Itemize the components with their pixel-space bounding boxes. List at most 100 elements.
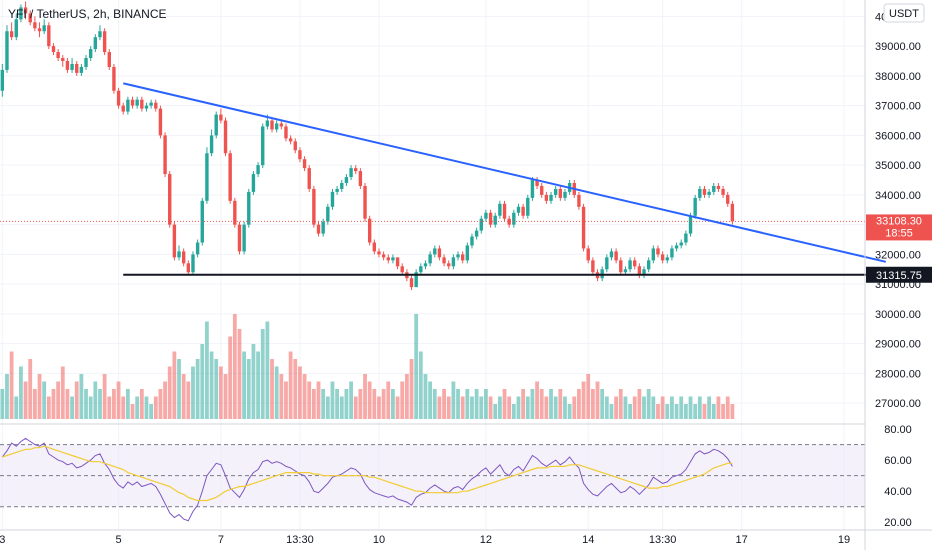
volume-bar (484, 389, 488, 419)
volume-bar (502, 389, 507, 419)
volume-bar (460, 396, 465, 419)
current-price-label: 33108.30 18:55 (866, 214, 932, 241)
candle-body (344, 177, 349, 183)
volume-bar (418, 351, 423, 419)
candle-body (386, 257, 390, 261)
candle-body (144, 105, 149, 109)
volume-bar (307, 381, 312, 419)
volume-bar (125, 389, 130, 419)
candle-body (684, 233, 688, 243)
currency-badge[interactable]: USDT (883, 3, 925, 23)
candle-body (19, 7, 23, 20)
time-tick-label: 13:30 (649, 534, 677, 546)
candle-body (223, 120, 228, 154)
volume-bar (172, 351, 177, 419)
volume-bar (228, 336, 233, 419)
candle-body (107, 52, 111, 67)
candle-body (563, 191, 567, 198)
volume-bar (497, 396, 502, 419)
volume-bar (567, 404, 572, 419)
volume-bar (697, 396, 702, 419)
volume-bar (553, 396, 558, 419)
candle-body (88, 49, 93, 59)
volume-bar (665, 404, 670, 419)
volume-bar (716, 396, 721, 419)
candle-body (414, 272, 418, 288)
volume-bar (65, 389, 70, 419)
time-axis[interactable]: 3 5 7 13:30 10 12 14 13:30 17 19 (0, 534, 850, 546)
volume-bar (191, 366, 195, 419)
volume-bar (590, 389, 595, 419)
volume-bar (265, 321, 270, 419)
volume-bar (679, 396, 684, 419)
candle-body (70, 63, 74, 70)
candle-body (646, 260, 651, 270)
candle-body (112, 66, 116, 91)
candle-body (530, 180, 535, 198)
candle-body (614, 251, 618, 261)
price-tick-label: 32000.00 (875, 249, 921, 261)
descending-trendline[interactable] (122, 82, 887, 263)
volume-bar (428, 381, 433, 419)
candle-body (326, 206, 330, 222)
candle-body (228, 153, 232, 201)
volume-bar (149, 404, 154, 419)
volume-bar (637, 389, 642, 419)
volume-bar (367, 381, 372, 419)
candle-body (460, 254, 465, 261)
candle-body (698, 188, 702, 198)
candle-body (660, 254, 665, 261)
price-axis[interactable]: 40000.0039000.0038000.0037000.0036000.00… (875, 11, 921, 410)
volume-bar (298, 366, 302, 419)
volume-bar (98, 389, 102, 419)
volume-bar (9, 351, 14, 419)
candle-body (558, 188, 563, 198)
volume-bar (56, 381, 61, 419)
candle-body (507, 218, 511, 225)
candle-body (181, 251, 186, 264)
volume-bar (79, 374, 84, 419)
volume-bar (139, 389, 144, 419)
candle-body (195, 242, 200, 255)
candle-body (381, 254, 386, 258)
candle-body (540, 185, 544, 195)
volume-bar (437, 396, 442, 419)
volume-bar (377, 396, 381, 419)
candle-body (98, 31, 102, 38)
candle-body (135, 99, 139, 106)
volume-bar (730, 404, 735, 419)
price-tick-label: 37000.00 (875, 101, 921, 113)
volume-bar (158, 389, 163, 419)
volume-bar (223, 374, 228, 419)
volume-bar (511, 404, 516, 419)
candle-body (177, 251, 181, 258)
candle-body (535, 180, 539, 186)
volume-bar (451, 381, 456, 419)
candle-body (688, 215, 693, 234)
volume-bar (19, 366, 23, 419)
volume-bar (288, 351, 293, 419)
candle-body (116, 90, 121, 106)
rsi-axis[interactable]: 80.00 60.00 40.00 20.00 (884, 424, 912, 529)
candle-body (186, 263, 191, 273)
time-tick-label: 14 (582, 534, 594, 546)
volume-bar (623, 396, 628, 419)
grid (0, 0, 865, 530)
candle-body (437, 248, 442, 258)
time-tick-label: 12 (480, 534, 492, 546)
volume-bar (488, 396, 493, 419)
candle-body (9, 31, 14, 38)
price-tick-label: 35000.00 (875, 160, 921, 172)
candle-body (502, 203, 507, 219)
candle-body (307, 168, 311, 189)
candle-body (140, 99, 144, 109)
support-price-value: 31315.75 (876, 270, 922, 282)
volume-bar (260, 329, 265, 419)
time-tick-label: 5 (116, 534, 122, 546)
volume-bar (632, 396, 637, 419)
volume-bar (353, 396, 358, 419)
candle-body (447, 263, 451, 267)
volume-bar (535, 381, 539, 419)
volume-bar (539, 389, 544, 419)
